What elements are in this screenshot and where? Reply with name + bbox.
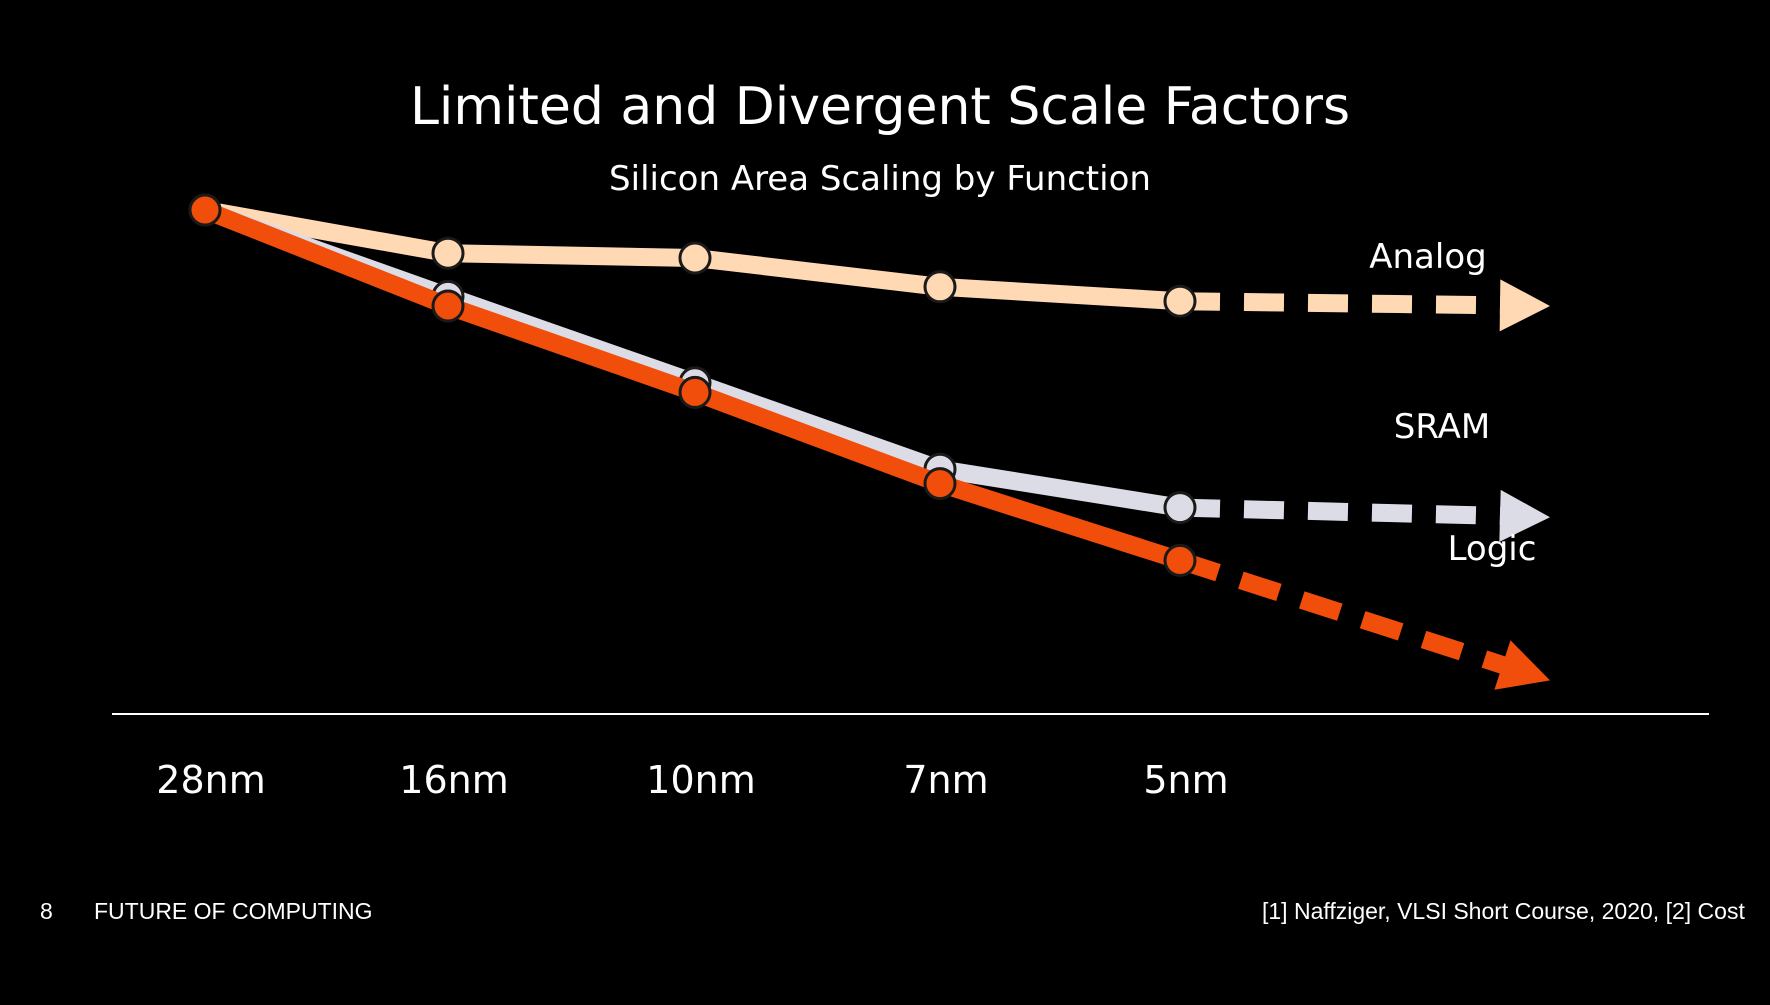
data-point [1163, 543, 1197, 577]
series-label: SRAM [1394, 407, 1490, 447]
x-tick-label: 5nm [1143, 758, 1228, 802]
data-point [923, 270, 957, 304]
series-projection [1177, 551, 1515, 677]
series-label: Analog [1369, 237, 1486, 277]
x-tick-label: 28nm [156, 758, 265, 802]
plot-area: Analog SRAM Logic [188, 193, 1550, 690]
series-analog: Analog [188, 193, 1550, 332]
data-point [1163, 491, 1197, 525]
page-number: 8 [40, 898, 53, 924]
series-projection [1179, 498, 1511, 526]
data-point [1163, 284, 1197, 318]
x-tick-labels: 28nm 16nm 10nm 7nm 5nm [156, 758, 1228, 802]
data-point [923, 467, 957, 501]
series-arrowhead [1499, 279, 1550, 332]
series-arrowhead [1494, 640, 1550, 690]
data-point [431, 289, 465, 323]
series-label: Logic [1448, 529, 1537, 569]
x-tick-label: 16nm [399, 758, 508, 802]
data-point [431, 236, 465, 270]
x-tick-label: 7nm [903, 758, 988, 802]
data-point [678, 375, 712, 409]
x-tick-label: 10nm [646, 758, 755, 802]
series-arrowhead [1499, 489, 1550, 542]
series-logic: Logic [188, 193, 1550, 690]
footer-citation: [1] Naffziger, VLSI Short Course, 2020, … [1262, 898, 1745, 924]
chart-title: Limited and Divergent Scale Factors [410, 77, 1350, 137]
chart-subtitle: Silicon Area Scaling by Function [609, 159, 1151, 199]
footer-label: FUTURE OF COMPUTING [94, 898, 373, 924]
data-point [188, 193, 222, 227]
data-point [678, 241, 712, 275]
series-projection [1179, 292, 1511, 315]
